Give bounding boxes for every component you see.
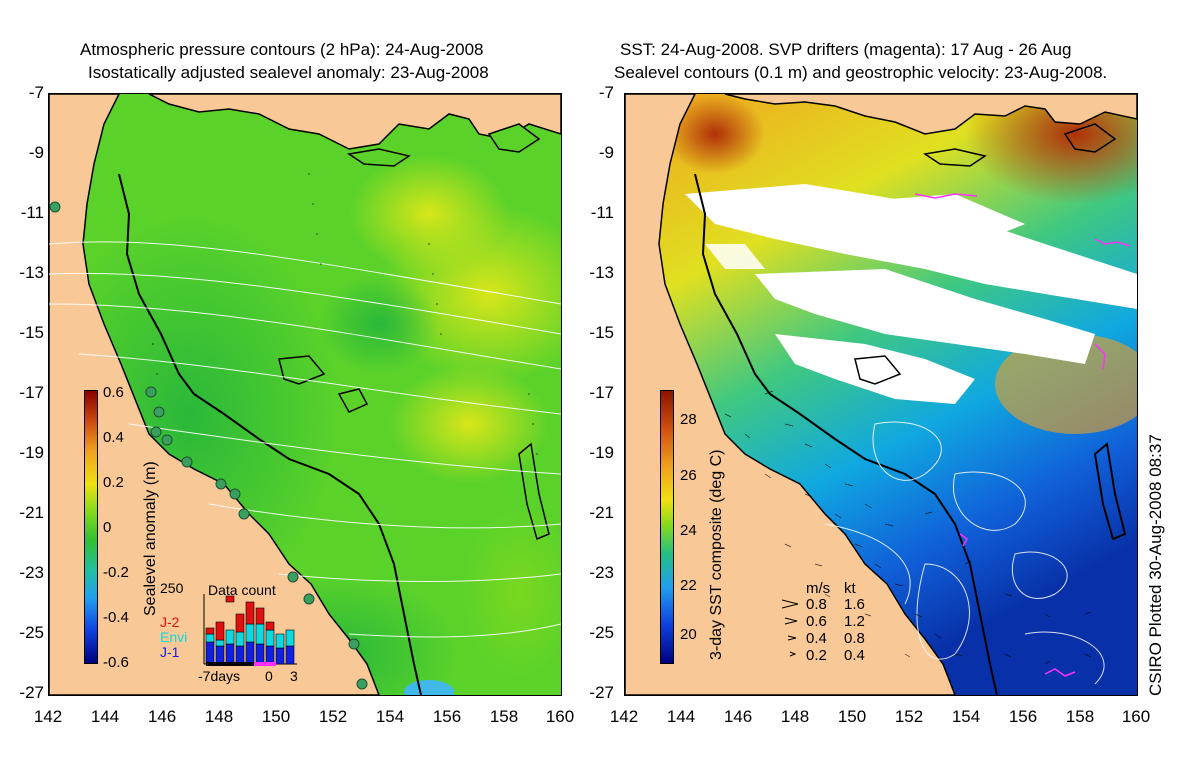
right-lat-tick-1: -9 [598, 143, 614, 162]
left-lon-tick-9: 160 [545, 707, 575, 726]
left-lon-tick-2: 146 [147, 707, 177, 726]
left-lon-tick-1: 144 [90, 707, 120, 726]
velocity-kt-3: 0.4 [844, 647, 865, 664]
velocity-kt-0: 1.6 [844, 596, 865, 613]
velocity-ms-3: 0.2 [806, 647, 827, 664]
sealevel-colorbar [84, 390, 98, 664]
left-lat-tick-10: -27 [19, 683, 44, 702]
left-lat-tick-1: -9 [28, 143, 44, 162]
left-lon-tick-5: 152 [318, 707, 348, 726]
velocity-ms-2: 0.4 [806, 630, 827, 647]
cloud-mask [685, 184, 1137, 404]
left-lon-tick-8: 158 [489, 707, 519, 726]
right-lat-tick-4: -15 [589, 323, 614, 342]
sst-colorbar-label: 3-day SST composite (deg C) [708, 449, 725, 660]
right-lat-tick-8: -23 [589, 563, 614, 582]
australia-land-sst [625, 94, 956, 695]
right-lon-tick-8: 158 [1065, 707, 1095, 726]
svp-drifters [914, 193, 1131, 677]
data-count-inset: Data count 250 J-2 Envi J-1 -7days 0 3 [150, 580, 300, 690]
right-lon-tick-5: 152 [894, 707, 924, 726]
data-count-ymax: 250 [160, 580, 184, 596]
right-lat-tick-7: -21 [589, 503, 614, 522]
velocity-key-header-ms: m/s [806, 580, 831, 597]
left-lat-tick-9: -25 [19, 623, 44, 642]
right-lon-tick-2: 146 [723, 707, 753, 726]
right-lat-tick-9: -25 [589, 623, 614, 642]
right-lat-tick-2: -11 [590, 203, 614, 222]
new-guinea-land-sst [724, 94, 1137, 135]
sealevel-tick-6: -0.6 [103, 654, 129, 671]
sealevel-tick-4: -0.2 [103, 564, 129, 581]
left-lon-tick-0: 142 [33, 707, 63, 726]
left-lon-tick-6: 154 [375, 707, 405, 726]
sst-tick-1: 26 [680, 467, 697, 484]
data-count-title: Data count [208, 582, 276, 598]
sealevel-tick-3: 0 [103, 519, 112, 536]
legend-envi: Envi [160, 629, 188, 645]
right-lat-tick-6: -19 [589, 443, 614, 462]
left-lon-tick-7: 156 [432, 707, 462, 726]
left-lat-tick-4: -15 [19, 323, 44, 342]
left-lat-tick-0: -7 [28, 83, 44, 102]
left-lon-tick-3: 148 [204, 707, 234, 726]
right-lat-tick-10: -27 [589, 683, 614, 702]
left-title-line2: Isostatically adjusted sealevel anomaly:… [88, 63, 489, 82]
sst-colorbar [660, 390, 674, 664]
right-lon-tick-4: 150 [837, 707, 867, 726]
left-lon-tick-4: 150 [261, 707, 291, 726]
velocity-ms-0: 0.8 [806, 596, 827, 613]
right-lon-tick-9: 160 [1121, 707, 1151, 726]
right-title-line2: Sealevel contours (0.1 m) and geostrophi… [614, 63, 1108, 82]
velocity-ms-1: 0.6 [806, 613, 827, 630]
right-lat-tick-0: -7 [598, 83, 614, 102]
right-lon-tick-1: 144 [666, 707, 696, 726]
right-lon-tick-3: 148 [780, 707, 810, 726]
legend-j1: J-1 [160, 644, 180, 660]
sealevel-tick-1: 0.4 [103, 429, 124, 446]
right-lon-tick-6: 154 [951, 707, 981, 726]
left-lat-tick-6: -19 [19, 443, 44, 462]
left-lat-tick-7: -21 [19, 503, 44, 522]
sealevel-tick-5: -0.4 [103, 609, 129, 626]
data-count-x-start: -7days [198, 668, 241, 684]
left-lat-tick-3: -13 [19, 263, 44, 282]
left-map-panel [48, 93, 562, 696]
sst-map [625, 94, 1137, 695]
data-count-bars [203, 594, 297, 666]
sst-tick-3: 22 [680, 577, 697, 594]
sst-tick-0: 28 [680, 411, 697, 428]
velocity-kt-1: 1.2 [844, 613, 865, 630]
right-lon-tick-0: 142 [609, 707, 639, 726]
velocity-key-header-kt: kt [844, 580, 856, 597]
right-title-line1: SST: 24-Aug-2008. SVP drifters (magenta)… [620, 40, 1072, 59]
right-lon-tick-7: 156 [1008, 707, 1038, 726]
right-lat-tick-5: -17 [589, 383, 614, 402]
sst-tick-4: 20 [680, 626, 697, 643]
geostrophic-velocity-arrows [724, 390, 1092, 665]
new-guinea-land [148, 94, 561, 150]
sealevel-tick-0: 0.6 [103, 384, 124, 401]
right-lat-tick-3: -13 [589, 263, 614, 282]
left-lat-tick-5: -17 [19, 383, 44, 402]
sealevel-tick-2: 0.2 [103, 474, 124, 491]
sst-tick-2: 24 [680, 522, 697, 539]
right-map-panel [624, 93, 1138, 696]
credit-text: CSIRO Plotted 30-Aug-2008 08:37 [1146, 434, 1165, 696]
velocity-key: m/s kt 0.8 1.6 0.6 1.2 0.4 0.8 0.2 0.4 [780, 580, 880, 670]
left-lat-tick-8: -23 [19, 563, 44, 582]
legend-j2: J-2 [160, 614, 180, 630]
velocity-kt-2: 0.8 [844, 630, 865, 647]
velocity-key-arrows [781, 599, 799, 657]
data-count-x-zero: 0 [265, 668, 273, 684]
left-lat-tick-2: -11 [20, 203, 44, 222]
sealevel-anomaly-map [49, 94, 561, 695]
data-count-x-end: 3 [290, 668, 298, 684]
left-title-line1: Atmospheric pressure contours (2 hPa): 2… [80, 40, 484, 59]
